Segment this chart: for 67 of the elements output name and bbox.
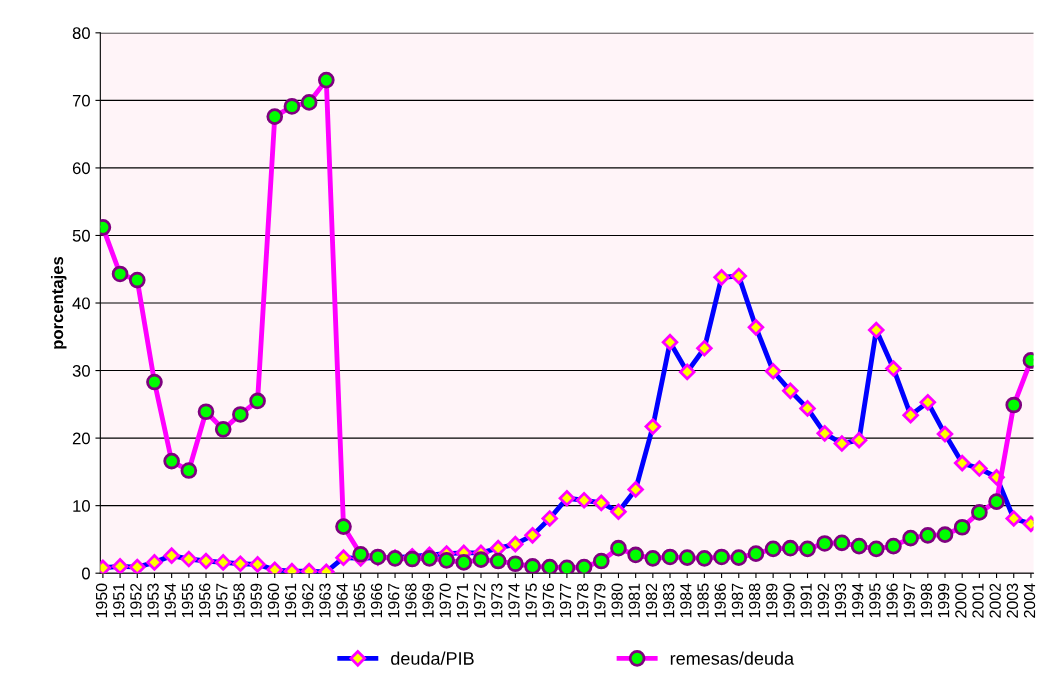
x-tick-label: 1972 [473,583,486,618]
x-tick-label: 1985 [697,583,709,618]
x-tick-label: 1974 [508,583,520,618]
x-tick-label: 2002 [989,583,1001,618]
x-tick-label: 1991 [800,583,812,618]
x-tick-label: 1996 [886,583,898,618]
legend-label: deuda/PIB [391,651,474,665]
x-tick-label: 1979 [594,583,606,618]
x-tick-label: 1997 [903,583,915,618]
x-tick-label: 1982 [645,583,658,618]
x-tick-label: 1967 [388,583,400,618]
x-tick-label: 1986 [714,583,726,618]
x-tick-label: 1968 [405,583,417,618]
x-tick-label: 1965 [353,583,365,618]
x-tick-label: 1973 [491,583,503,618]
x-tick-label: 1993 [834,583,847,618]
x-tick-label: 1976 [542,583,555,618]
y-tick-label: 80 [72,27,90,40]
x-tick-label: 1980 [611,583,623,618]
y-tick-label: 70 [72,94,90,107]
y-tick-label: 40 [72,297,90,310]
x-tick-label: 2003 [1006,583,1019,618]
x-tick-label: 1989 [766,583,778,618]
x-tick-label: 1959 [250,583,262,618]
x-tick-label: 1951 [113,583,125,618]
x-tick-label: 1970 [439,583,451,618]
x-tick-label: 1978 [577,583,589,618]
y-tick-label: 50 [72,229,90,242]
x-tick-label: 1958 [233,583,245,618]
y-axis-title: porcentajes [50,256,67,349]
x-tick-label: 1981 [628,583,640,618]
x-tick-label: 1964 [336,583,348,618]
x-tick-label: 1999 [937,583,950,618]
x-tick-label: 1954 [164,583,176,618]
x-tick-label: 1971 [456,583,469,618]
x-tick-label: 2001 [972,583,984,618]
x-tick-label: 1955 [181,583,194,618]
x-tick-label: 1994 [852,583,864,618]
x-tick-label: 2000 [955,583,967,618]
x-tick-label: 1975 [525,583,537,618]
x-tick-label: 1962 [302,583,314,618]
x-tick-label: 1995 [869,583,881,618]
x-tick-label: 1956 [198,583,211,618]
y-tick-label: 20 [72,432,90,445]
x-tick-label: 1963 [319,583,331,618]
x-tick-label: 1983 [663,583,675,618]
x-tick-label: 1987 [731,583,744,618]
x-tick-label: 1984 [680,583,692,618]
y-tick-label: 10 [73,500,90,512]
x-tick-label: 1990 [783,583,795,618]
x-tick-label: 1998 [920,583,933,618]
x-tick-label: 1977 [559,583,572,618]
x-tick-label: 2004 [1023,583,1036,618]
x-tick-label: 1992 [817,583,829,618]
x-tick-label: 1969 [422,583,434,618]
x-tick-label: 1953 [147,583,159,618]
x-tick-label: 1988 [748,583,761,618]
x-tick-label: 1966 [370,583,383,618]
x-tick-label: 1957 [216,583,228,618]
y-tick-label: 0 [81,567,90,580]
x-tick-label: 1950 [95,583,108,618]
y-tick-label: 30 [72,364,90,377]
x-tick-label: 1961 [284,583,297,618]
y-tick-label: 60 [72,162,90,175]
x-tick-label: 1960 [267,583,280,618]
legend-label: remesas/deuda [670,651,795,665]
x-tick-label: 1952 [130,583,142,618]
